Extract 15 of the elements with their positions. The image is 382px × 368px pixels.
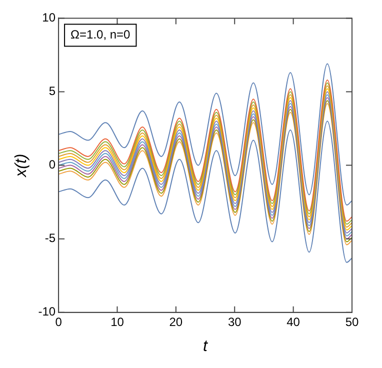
y-tick-label: -10 bbox=[38, 304, 56, 319]
y-tick-label: 0 bbox=[48, 158, 56, 172]
x-tick-label: 40 bbox=[286, 314, 300, 329]
x-tick-label: 30 bbox=[228, 314, 242, 329]
y-tick-label: -5 bbox=[44, 231, 56, 246]
annotation: Ω=1.0, n=0 bbox=[70, 28, 131, 42]
x-tick-label: 20 bbox=[169, 314, 183, 329]
line-series bbox=[58, 120, 352, 263]
y-tick-label: 5 bbox=[48, 84, 56, 98]
y-tick-label: 10 bbox=[42, 10, 56, 25]
x-tick-label: 50 bbox=[345, 314, 359, 329]
x-tick-label: 10 bbox=[110, 314, 124, 329]
line-series bbox=[58, 63, 352, 206]
y-axis-title: x(t) bbox=[13, 154, 30, 178]
x-axis-title: t bbox=[203, 338, 208, 355]
